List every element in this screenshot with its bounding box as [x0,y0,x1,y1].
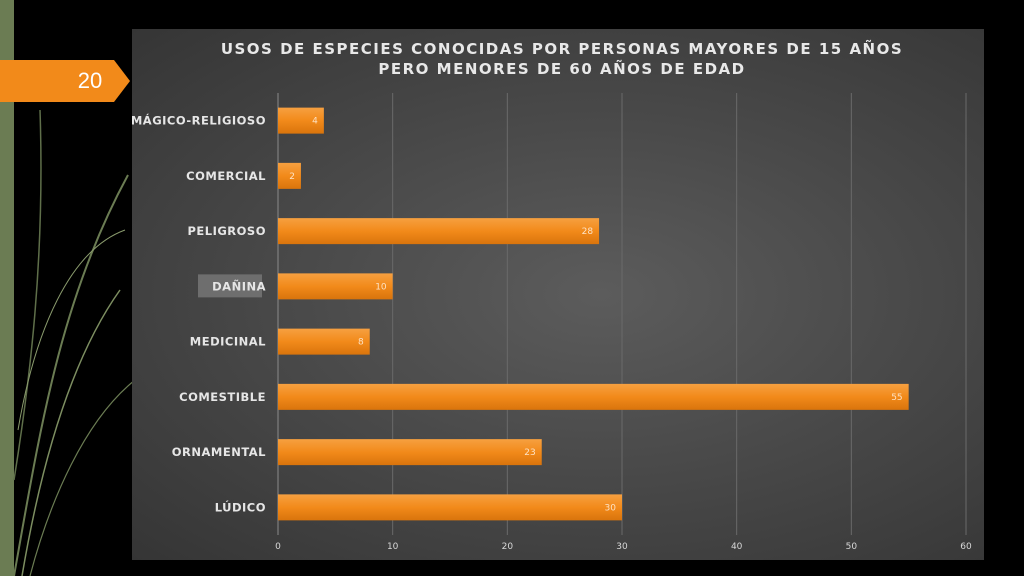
bar-chart: USOS DE ESPECIES CONOCIDAS POR PERSONAS … [132,39,972,552]
page-number: 20 [77,68,103,93]
category-label-ludico: LÚDICO [215,499,266,514]
x-tick-label-50: 50 [846,542,858,552]
x-tick-label-60: 60 [960,542,972,552]
value-label-magico-religioso: 4 [312,117,318,127]
chart-panel: USOS DE ESPECIES CONOCIDAS POR PERSONAS … [132,29,984,560]
bar-ornamental [278,439,542,466]
category-label-magico-religioso: MÁGICO-RELIGIOSO [132,113,266,128]
category-highlight-box [198,274,262,298]
value-label-ludico: 30 [605,503,617,513]
x-tick-label-40: 40 [731,542,743,552]
bar-ludico [278,494,622,521]
category-label-ornamental: ORNAMENTAL [172,445,266,459]
x-tick-label-30: 30 [616,542,628,552]
category-label-peligroso: PELIGROSO [187,224,266,238]
category-label-comestible: COMESTIBLE [179,390,266,404]
bar-peligroso [278,218,600,245]
bars: 4 2 28 10 8 55 23 30 [278,107,909,521]
chart-title-line-1: USOS DE ESPECIES CONOCIDAS POR PERSONAS … [221,39,903,58]
value-label-comercial: 2 [289,172,295,182]
x-axis-ticks: 0 10 20 30 40 50 60 [275,542,972,552]
x-tick-label-0: 0 [275,542,281,552]
value-label-comestible: 55 [891,393,902,403]
x-tick-label-20: 20 [502,542,514,552]
category-label-danina: DAÑINA [212,278,266,293]
category-label-comercial: COMERCIAL [186,169,266,183]
page-number-tab [0,60,130,102]
value-label-danina: 10 [375,282,387,292]
bar-danina [278,273,393,300]
chart-title-line-2: PERO MENORES DE 60 AÑOS DE EDAD [378,59,745,78]
gridlines [277,93,967,535]
bar-magico-religioso [278,107,324,134]
decorative-grass-lines [13,109,136,576]
category-labels: MÁGICO-RELIGIOSO COMERCIAL PELIGROSO DAÑINA… [132,113,266,515]
slide-left-bar [0,0,14,576]
value-label-ornamental: 23 [524,448,535,458]
value-label-medicinal: 8 [358,338,364,348]
bar-medicinal [278,328,370,355]
value-label-peligroso: 28 [582,227,594,237]
x-tick-label-10: 10 [387,542,399,552]
bar-comestible [278,383,909,410]
category-label-medicinal: MEDICINAL [190,335,266,349]
bar-comercial [278,162,301,189]
